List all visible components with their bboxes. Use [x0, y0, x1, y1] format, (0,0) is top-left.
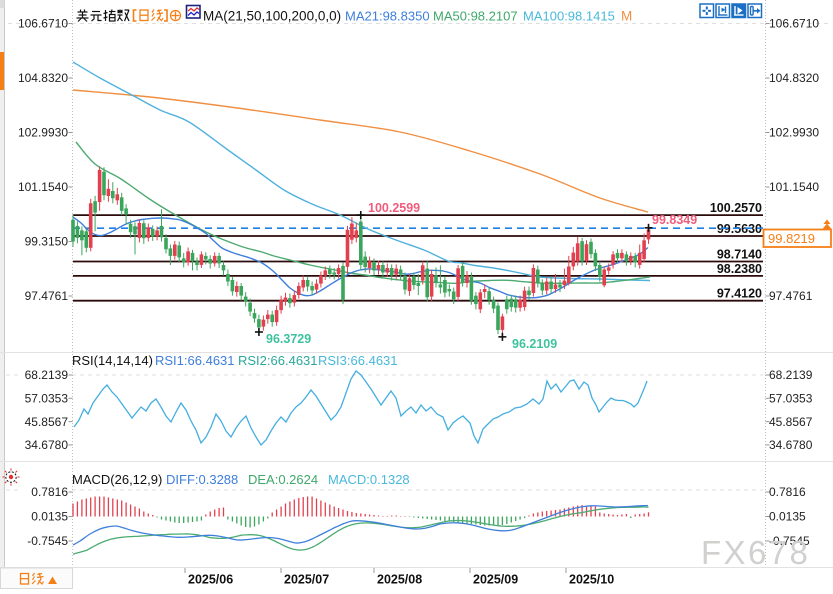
svg-text:2025/10: 2025/10	[569, 573, 614, 587]
svg-text:104.8320: 104.8320	[769, 71, 819, 85]
svg-text:100.2570: 100.2570	[710, 201, 762, 215]
svg-text:-0.7545: -0.7545	[769, 534, 810, 548]
svg-text:106.6710: 106.6710	[769, 17, 819, 31]
svg-text:98.2380: 98.2380	[717, 262, 762, 276]
svg-text:0.7816: 0.7816	[31, 485, 68, 499]
svg-text:RSI3:66.4631: RSI3:66.4631	[318, 353, 398, 368]
svg-text:102.9930: 102.9930	[18, 126, 68, 140]
svg-text:57.0353: 57.0353	[769, 392, 813, 406]
svg-text:MACD:0.1328: MACD:0.1328	[328, 472, 410, 487]
svg-text:2025/09: 2025/09	[473, 573, 518, 587]
svg-text:34.6780: 34.6780	[25, 438, 69, 452]
svg-text:101.1540: 101.1540	[18, 180, 68, 194]
svg-text:104.8320: 104.8320	[18, 71, 68, 85]
svg-text:99.8349: 99.8349	[652, 213, 697, 227]
svg-text:DEA:0.2624: DEA:0.2624	[248, 472, 318, 487]
svg-text:MA50:98.2107: MA50:98.2107	[433, 9, 518, 24]
svg-text:-0.7545: -0.7545	[27, 534, 68, 548]
svg-text:68.2139: 68.2139	[769, 368, 813, 382]
svg-text:45.8567: 45.8567	[769, 415, 813, 429]
svg-text:34.6780: 34.6780	[769, 438, 813, 452]
svg-text:57.0353: 57.0353	[25, 392, 69, 406]
svg-text:MA21:98.8350: MA21:98.8350	[345, 9, 430, 24]
svg-text:2025/06: 2025/06	[188, 573, 233, 587]
svg-text:96.2109: 96.2109	[512, 337, 557, 351]
svg-text:101.1540: 101.1540	[769, 180, 819, 194]
svg-text:100.2599: 100.2599	[368, 201, 420, 215]
svg-text:0.0135: 0.0135	[769, 510, 806, 524]
svg-text:97.4761: 97.4761	[25, 289, 69, 303]
svg-text:RSI2:66.4631: RSI2:66.4631	[238, 353, 318, 368]
svg-text:MA(21,50,100,200,0,0): MA(21,50,100,200,0,0)	[203, 9, 341, 24]
svg-text:97.4761: 97.4761	[769, 289, 813, 303]
svg-text:0.0135: 0.0135	[31, 510, 68, 524]
svg-text:99.8219: 99.8219	[768, 231, 815, 246]
svg-text:102.9930: 102.9930	[769, 126, 819, 140]
svg-text:MACD(26,12,9): MACD(26,12,9)	[72, 472, 162, 487]
svg-text:97.4120: 97.4120	[717, 287, 762, 301]
svg-text:DIFF:0.3288: DIFF:0.3288	[166, 472, 238, 487]
svg-text:45.8567: 45.8567	[25, 415, 69, 429]
svg-text:106.6710: 106.6710	[18, 17, 68, 31]
svg-text:MA100:98.1415: MA100:98.1415	[523, 9, 615, 24]
svg-text:RSI(14,14,14): RSI(14,14,14)	[72, 353, 153, 368]
svg-text:0.7816: 0.7816	[769, 485, 806, 499]
svg-text:99.3150: 99.3150	[25, 235, 69, 249]
svg-text:68.2139: 68.2139	[25, 368, 69, 382]
svg-text:RSI1:66.4631: RSI1:66.4631	[155, 353, 235, 368]
svg-text:96.3729: 96.3729	[266, 332, 311, 346]
svg-text:2025/08: 2025/08	[377, 573, 422, 587]
svg-text:98.7140: 98.7140	[717, 248, 762, 262]
svg-text:FX678: FX678	[701, 534, 810, 571]
svg-text:2025/07: 2025/07	[284, 573, 329, 587]
svg-text:M: M	[621, 9, 632, 24]
